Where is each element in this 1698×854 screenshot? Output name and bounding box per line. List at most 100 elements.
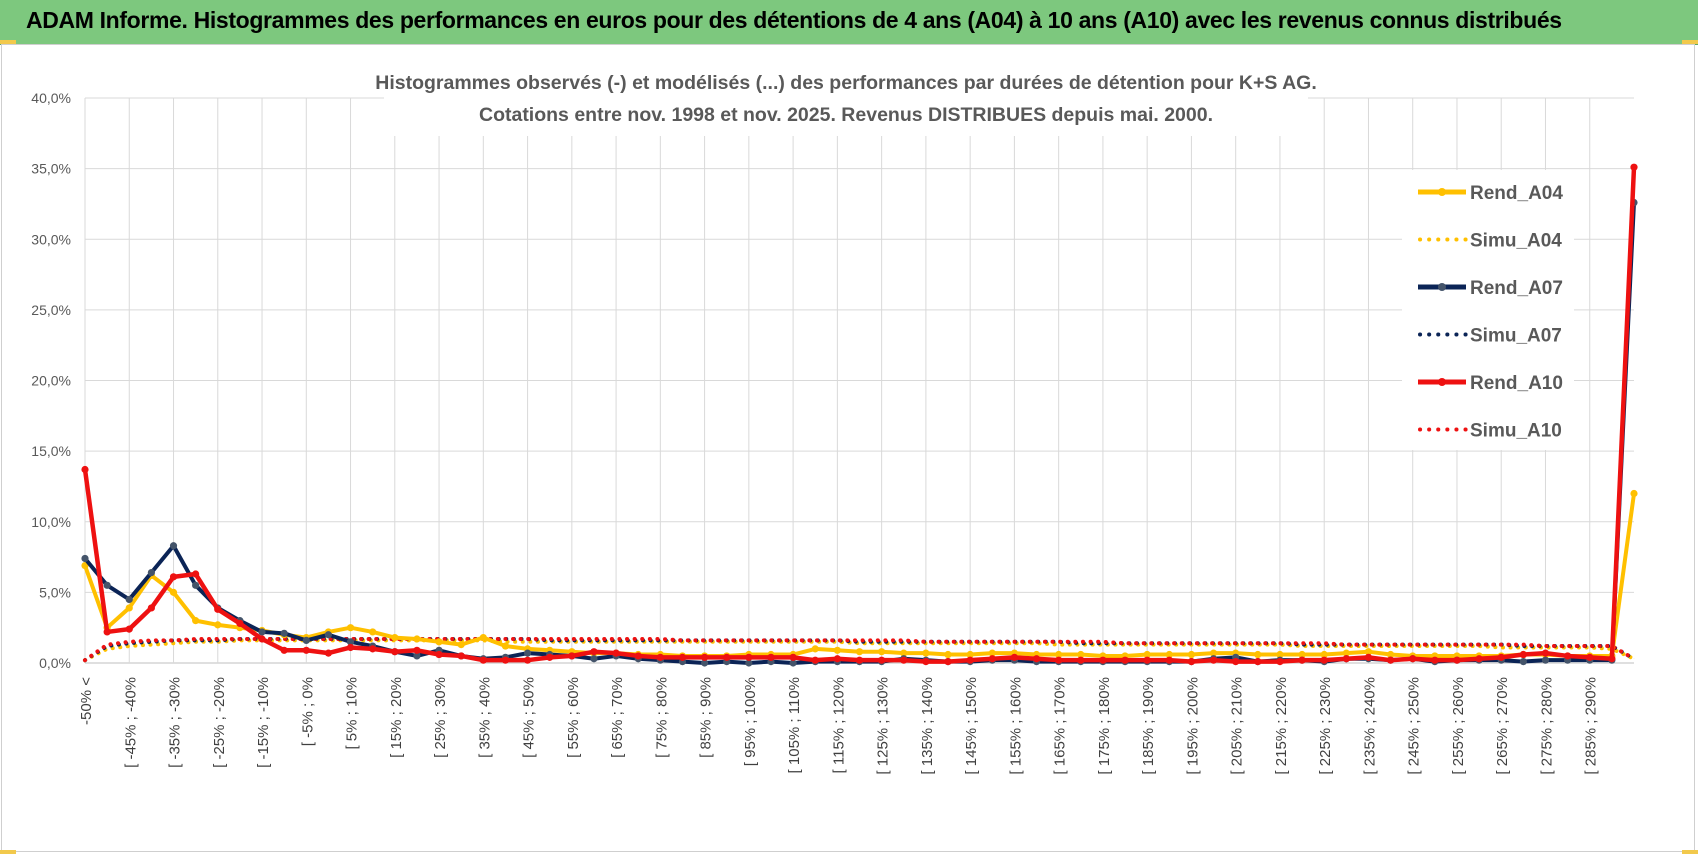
- series-line: [83, 493, 1636, 658]
- data-point: [944, 650, 952, 659]
- data-point: [900, 649, 908, 657]
- data-point: [1630, 489, 1638, 498]
- data-point: [966, 656, 974, 664]
- y-axis-ticks: 0,0% 5,0% 10,0% 15,0% 20,0% 25,0% 30,0% 35,0% 40…: [31, 90, 71, 671]
- data-point: [878, 648, 886, 656]
- data-point: [855, 656, 864, 664]
- x-tick-label: [ 5% ; 10%: [344, 677, 361, 750]
- data-point: [457, 652, 465, 660]
- data-point: [546, 653, 554, 661]
- x-tick-label: [ 185% ; 190%: [1140, 677, 1157, 775]
- x-tick-label: [ 245% ; 250%: [1406, 677, 1423, 775]
- data-point: [1541, 656, 1550, 664]
- x-tick-label: [ 215% ; 220%: [1273, 677, 1290, 775]
- data-point: [966, 650, 974, 659]
- legend-label: Simu_A10: [1470, 421, 1562, 442]
- series-line: [82, 167, 1637, 664]
- x-tick-label: [ 25% ; 30%: [432, 677, 449, 758]
- series-rend-a04: [81, 489, 1638, 660]
- series-line: [83, 638, 1636, 663]
- data-point: [391, 633, 399, 642]
- data-point: [612, 649, 620, 657]
- data-point: [723, 653, 731, 661]
- corner-accent-top-left: [0, 40, 16, 44]
- data-point: [457, 641, 465, 649]
- x-tick-label: [ 95% ; 100%: [742, 677, 759, 766]
- report-title: ADAM Informe. Histogrammes des performan…: [26, 7, 1562, 33]
- data-point: [811, 656, 819, 664]
- data-point: [302, 636, 310, 645]
- data-point: [1541, 649, 1550, 657]
- data-point: [1055, 656, 1063, 664]
- data-point: [169, 542, 178, 550]
- data-point: [878, 656, 886, 664]
- corner-accent-top-right: [1682, 40, 1698, 44]
- data-point: [1431, 656, 1439, 664]
- data-point: [855, 648, 864, 656]
- data-point: [745, 659, 753, 667]
- data-point: [1143, 656, 1151, 664]
- data-point: [634, 652, 642, 660]
- data-point: [479, 633, 487, 642]
- corner-accent-bottom-left: [0, 850, 16, 854]
- header-banner: ADAM Informe. Histogrammes des performan…: [0, 0, 1698, 45]
- y-tick-label: 25,0%: [31, 302, 71, 318]
- data-point: [1409, 655, 1417, 663]
- x-axis-ticks: -50% < [ -45% ; -40% [ -35% ; -30% [ -25% ;…: [78, 677, 1600, 775]
- data-point: [1453, 656, 1461, 664]
- data-point: [1010, 653, 1019, 661]
- x-tick-label: [ 105% ; 110%: [786, 677, 803, 773]
- chart-subtitle: Cotations entre nov. 1998 et nov. 2025. …: [479, 104, 1213, 126]
- legend-item: Simu_A07: [1418, 326, 1562, 347]
- x-tick-label: [ -5% ; 0%: [299, 677, 316, 746]
- data-point: [81, 465, 89, 474]
- legend-marker: [1438, 283, 1446, 291]
- data-point: [1364, 648, 1373, 656]
- data-point: [767, 653, 775, 661]
- data-point: [324, 649, 333, 657]
- y-tick-label: 10,0%: [31, 514, 71, 530]
- data-point: [922, 649, 930, 657]
- data-point: [258, 635, 266, 643]
- x-tick-label: [ 65% ; 70%: [609, 677, 626, 758]
- legend-background: [1402, 170, 1574, 450]
- data-point: [147, 604, 155, 612]
- data-point: [1519, 650, 1527, 659]
- legend-label: Rend_A10: [1470, 373, 1563, 394]
- data-point: [435, 650, 443, 659]
- data-point: [1497, 653, 1505, 661]
- data-point: [590, 648, 598, 656]
- data-point: [1187, 657, 1196, 666]
- data-point: [1077, 656, 1085, 664]
- x-tick-label: [ 75% ; 80%: [653, 677, 670, 758]
- data-point: [1564, 652, 1572, 660]
- data-point: [1298, 656, 1306, 664]
- data-point: [81, 554, 89, 563]
- data-point: [125, 625, 133, 633]
- chart-title: Histogrammes observés (-) et modélisés (…: [375, 72, 1316, 94]
- data-point: [169, 573, 178, 581]
- data-point: [1077, 650, 1085, 659]
- x-tick-label: [ 35% ; 40%: [476, 677, 493, 758]
- data-point: [1386, 656, 1395, 664]
- data-point: [1209, 656, 1218, 664]
- x-tick-label: [ 55% ; 60%: [565, 677, 582, 758]
- data-point: [1320, 650, 1328, 659]
- data-point: [324, 631, 333, 639]
- corner-accent-bottom-right: [1682, 850, 1698, 854]
- data-point: [169, 588, 178, 596]
- legend-item: Rend_A10: [1418, 373, 1563, 394]
- legend-item: Simu_A04: [1418, 231, 1562, 252]
- x-tick-label: [ 205% ; 210%: [1229, 677, 1246, 775]
- data-point: [701, 659, 709, 667]
- data-point: [1165, 650, 1173, 659]
- data-point: [678, 653, 687, 661]
- data-point: [192, 617, 200, 625]
- data-point: [1386, 650, 1395, 659]
- data-point: [346, 624, 355, 632]
- data-point: [1630, 163, 1638, 171]
- x-tick-label: [ -35% ; -30%: [167, 677, 184, 768]
- x-tick-label: [ -15% ; -10%: [255, 677, 272, 768]
- x-tick-label: [ 155% ; 160%: [1007, 677, 1024, 775]
